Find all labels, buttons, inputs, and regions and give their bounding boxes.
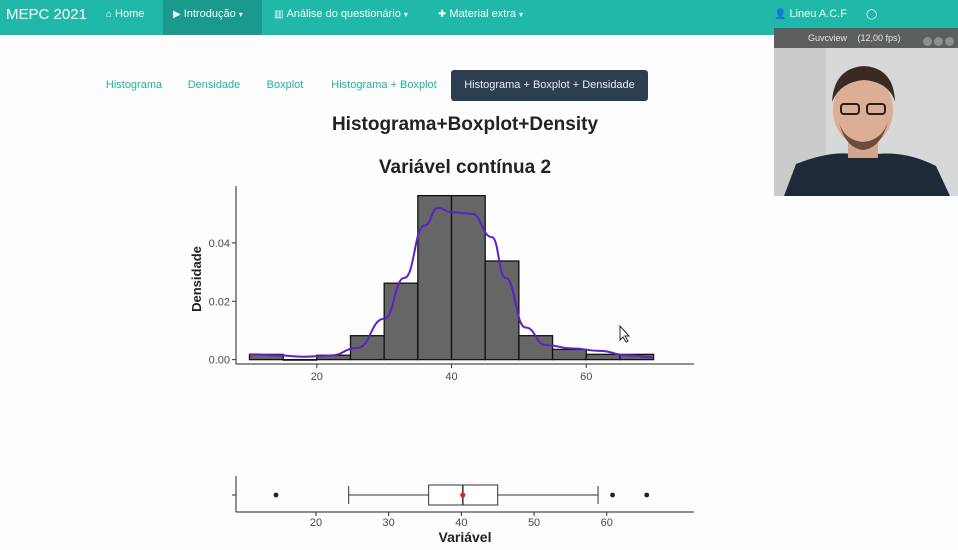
nav-user[interactable]: 👤 Lineu A.C.F — [764, 0, 857, 35]
boxplot-panel: 20 30 40 50 60 Variável — [232, 324, 694, 545]
histogram-bar — [450, 194, 486, 361]
home-icon: ⌂ — [106, 9, 113, 20]
chevron-down-icon: ▾ — [403, 10, 408, 19]
nav-home[interactable]: ⌂ Home — [96, 0, 154, 35]
webcam-video — [774, 48, 958, 196]
nav-home-label: Home — [115, 8, 145, 20]
minimize-icon[interactable] — [923, 37, 932, 46]
boxplot-mean-point — [460, 492, 466, 498]
plus-icon: ✚ — [438, 9, 447, 20]
mouse-cursor-icon — [619, 324, 631, 343]
y-tick-label: 0.02 — [209, 296, 230, 308]
nav-material-label: Material extra — [449, 8, 517, 20]
tab-densidade[interactable]: Densidade — [187, 79, 241, 91]
nav-introducao-label: Introdução — [183, 8, 236, 20]
histogram-bar — [282, 358, 318, 361]
close-icon[interactable] — [945, 37, 954, 46]
y-tick-label: 0.04 — [209, 238, 230, 250]
plot-title: Histograma+Boxplot+Density — [331, 114, 599, 135]
chevron-down-icon: ▾ — [238, 10, 243, 19]
github-icon: ◯ — [866, 9, 878, 20]
presenter-shirt — [784, 153, 950, 196]
nav-github[interactable]: ◯ — [856, 0, 890, 35]
nav-user-label: Lineu A.C.F — [789, 8, 847, 20]
boxplot-x-tick-label: 50 — [528, 517, 540, 529]
x-tick-label: 40 — [445, 371, 457, 383]
histogram-bar — [518, 335, 554, 361]
tab-histograma[interactable]: Histograma — [105, 79, 163, 91]
histogram-bar — [585, 353, 621, 361]
boxplot-x-tick-label: 20 — [310, 517, 322, 529]
plot-subtitle: Variável contínua 2 — [378, 157, 552, 178]
nav-analise-label: Análise do questionário — [286, 8, 401, 20]
brand-title[interactable]: MEPC 2021 — [6, 6, 87, 23]
histogram-bar — [383, 282, 419, 361]
glasses-left — [840, 103, 860, 115]
play-icon: ▶ — [173, 9, 181, 20]
presenter-beard — [838, 118, 889, 150]
tab-histograma-boxplot-densidade[interactable]: Histograma + Boxplot + Densidade — [451, 70, 648, 101]
nav-material-extra[interactable]: ✚ Material extra ▾ — [428, 0, 533, 35]
histogram-bar — [417, 194, 453, 361]
maximize-icon[interactable] — [934, 37, 943, 46]
webcam-title: Guvcview — [808, 33, 848, 43]
top-navbar: MEPC 2021 ⌂ Home ▶ Introdução ▾ ▥ Análise do… — [0, 0, 958, 35]
tab-boxplot[interactable]: Boxplot — [266, 79, 304, 91]
boxplot-x-tick-label: 40 — [455, 517, 467, 529]
boxplot-x-tick-label: 60 — [601, 517, 613, 529]
boxplot-x-axis-label: Variável — [439, 529, 492, 545]
x-tick-label: 60 — [580, 371, 592, 383]
window-controls — [921, 33, 954, 53]
webcam-titlebar[interactable]: Guvcview (12,00 fps) — [774, 28, 958, 48]
webcam-fps: (12,00 fps) — [857, 33, 901, 43]
presenter-face — [833, 74, 893, 146]
glasses-right — [866, 103, 886, 115]
webcam-window[interactable]: Guvcview (12,00 fps) — [774, 28, 958, 196]
bar-chart-icon: ▥ — [274, 9, 284, 20]
user-icon: 👤 — [774, 9, 787, 20]
tab-histograma-boxplot[interactable]: Histograma + Boxplot — [331, 79, 437, 91]
histogram-bar — [551, 348, 587, 361]
y-tick-label: 0.00 — [209, 355, 230, 367]
boxplot-x-tick-label: 30 — [383, 517, 395, 529]
density-curve-line — [249, 206, 654, 359]
chevron-down-icon: ▾ — [519, 10, 524, 19]
boxplot-outlier-point — [644, 492, 650, 498]
boxplot-outlier-point — [610, 492, 615, 498]
y-axis-label: Densidade — [189, 246, 204, 312]
x-tick-label: 20 — [311, 371, 323, 383]
boxplot-outlier-point — [273, 492, 279, 498]
histogram-panel: 0.00 0.02 0.04 20 40 60 Densidade — [189, 186, 694, 383]
nav-analise-questionario[interactable]: ▥ Análise do questionário ▾ — [264, 0, 418, 35]
nav-introducao[interactable]: ▶ Introdução ▾ — [163, 0, 262, 35]
histogram-bar — [484, 260, 520, 361]
presenter-hair — [832, 66, 895, 102]
